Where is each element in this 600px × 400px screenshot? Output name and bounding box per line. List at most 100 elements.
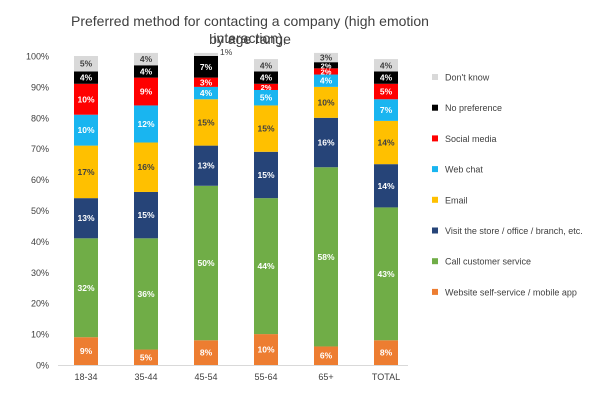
data-label: 9% [140, 87, 153, 97]
bar-segment [374, 340, 398, 365]
data-label: 10% [317, 97, 334, 107]
legend-label: Don't know [445, 73, 490, 83]
data-label: 4% [140, 66, 153, 76]
data-label: 15% [197, 117, 214, 127]
bar-segment [134, 65, 158, 78]
data-label: 16% [137, 162, 154, 172]
bar-segment [314, 68, 338, 75]
x-tick-label: 18-34 [74, 372, 97, 382]
bar-segment [314, 62, 338, 69]
y-tick-label: 50% [31, 206, 49, 216]
bar-segment [74, 337, 98, 365]
data-label: 7% [200, 62, 213, 72]
bar-segment [194, 56, 218, 78]
data-label: 3% [200, 77, 213, 87]
bar-segment [254, 89, 278, 106]
data-label: 17% [77, 167, 94, 177]
data-label: 5% [80, 59, 93, 69]
data-label: 5% [260, 93, 273, 103]
data-label: 36% [137, 289, 154, 299]
y-tick-label: 100% [26, 52, 49, 62]
data-label: 4% [380, 73, 393, 83]
data-label: 4% [380, 60, 393, 70]
bar-segment [374, 164, 398, 208]
legend-label: Visit the store / office / branch, etc. [445, 226, 583, 236]
data-label: 1% [220, 47, 233, 57]
bar-segment [134, 52, 158, 66]
legend-swatch [432, 104, 438, 111]
data-label: 44% [257, 261, 274, 271]
bar-segment [254, 151, 278, 199]
legend-label: Website self-service / mobile app [445, 287, 577, 297]
data-label: 58% [317, 252, 334, 262]
data-label: 3% [320, 53, 333, 63]
bar-segment [134, 77, 158, 106]
bar-segment [194, 145, 218, 186]
data-label: 10% [257, 345, 274, 355]
data-label: 2% [261, 83, 272, 92]
bar-segment [314, 167, 338, 347]
bar-segment [134, 191, 158, 239]
data-label: 2% [321, 61, 332, 70]
y-tick-label: 0% [36, 361, 49, 371]
data-label: 4% [320, 76, 333, 86]
bar-segment [194, 52, 218, 56]
legend-swatch [432, 288, 438, 295]
bar-segment [254, 71, 278, 84]
legend-swatch [432, 196, 438, 203]
bar-segment [374, 59, 398, 72]
bar-segment [314, 74, 338, 87]
data-label: 10% [77, 125, 94, 135]
chart-title-line-1: Preferred method for contacting a compan… [71, 13, 429, 46]
bar-segment [374, 99, 398, 121]
legend-label: Email [445, 195, 468, 205]
bar-segment [314, 86, 338, 118]
data-label: 32% [77, 283, 94, 293]
y-tick-label: 80% [31, 113, 49, 123]
data-label: 4% [260, 60, 273, 70]
bar-segment [134, 349, 158, 365]
data-label: 14% [377, 138, 394, 148]
data-label: 2% [321, 67, 332, 76]
bar-segment [374, 120, 398, 165]
y-tick-label: 10% [31, 330, 49, 340]
data-label: 13% [197, 161, 214, 171]
y-tick-label: 40% [31, 237, 49, 247]
bar-segment [74, 145, 98, 199]
data-label: 8% [380, 348, 393, 358]
chart-title-line-2: by age range [209, 31, 291, 47]
legend-label: Web chat [445, 165, 483, 175]
bar-segment [194, 77, 218, 87]
data-label: 43% [377, 269, 394, 279]
data-label: 5% [380, 87, 393, 97]
bar-segment [74, 114, 98, 146]
bar-segment [74, 71, 98, 84]
data-label: 50% [197, 258, 214, 268]
data-label: 9% [80, 346, 93, 356]
y-tick-label: 90% [31, 82, 49, 92]
legend-swatch [432, 74, 438, 80]
legend-label: No preference [445, 103, 502, 113]
bar-segment [254, 334, 278, 365]
x-tick-label: 65+ [318, 372, 333, 382]
x-tick-label: 55-64 [254, 372, 277, 382]
bar-segment [254, 105, 278, 152]
data-label: 16% [317, 138, 334, 148]
bar-segment [74, 198, 98, 239]
data-label: 4% [80, 73, 93, 83]
bar-segment [194, 99, 218, 146]
bar-segment [194, 340, 218, 365]
bar-segment [194, 185, 218, 341]
data-label: 14% [377, 181, 394, 191]
legend-swatch [432, 166, 438, 173]
data-label: 4% [140, 54, 153, 64]
legend-swatch [432, 227, 438, 234]
bar-segment [134, 238, 158, 350]
bar-segment [74, 83, 98, 115]
y-tick-label: 20% [31, 299, 49, 309]
bar-segment [194, 86, 218, 100]
bar-segment [254, 83, 278, 90]
data-label: 7% [380, 105, 393, 115]
